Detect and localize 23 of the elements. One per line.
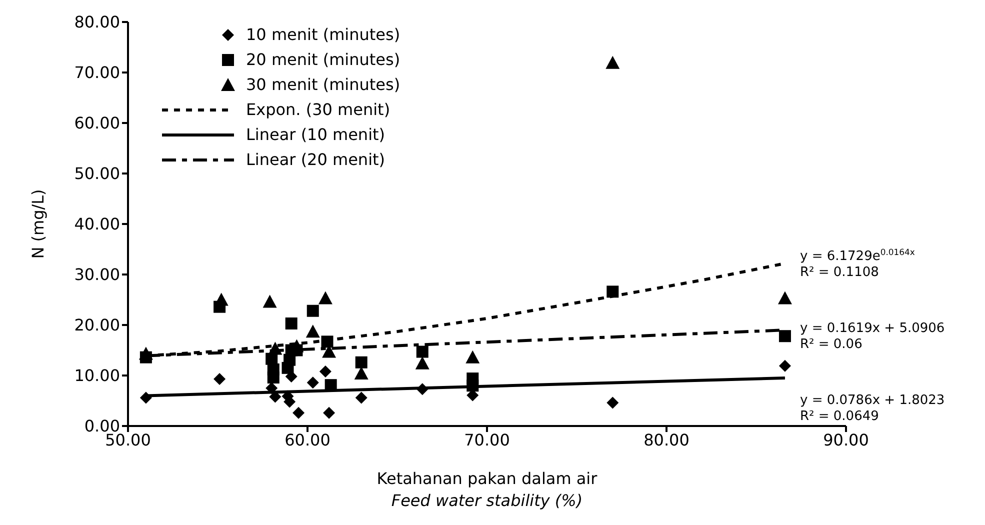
legend-label: 10 menit (minutes) bbox=[246, 24, 400, 46]
y-tick-label: 30.00 bbox=[74, 265, 120, 284]
legend-label: 20 menit (minutes) bbox=[246, 48, 400, 70]
y-tick-label: 60.00 bbox=[74, 114, 120, 133]
legend-label: 30 menit (minutes) bbox=[246, 74, 400, 96]
annotation: y = 0.1619x + 5.0906 R² = 0.06 bbox=[800, 321, 945, 352]
x-axis-title: Ketahanan pakan dalam air Feed water stability (%) bbox=[376, 469, 598, 510]
x-tick-label: 60.00 bbox=[284, 430, 330, 450]
legend-label: Expon. (30 menit) bbox=[246, 98, 390, 120]
annotation: y = 6.1729e$^{0.0164x}$ R² = 0.1108 bbox=[800, 247, 915, 280]
y-axis-title: N (mg/L) bbox=[28, 189, 48, 259]
legend-label: Linear (10 menit) bbox=[246, 124, 386, 146]
y-tick-label: 40.00 bbox=[74, 214, 120, 234]
x-tick-label: 90.00 bbox=[823, 430, 869, 450]
y-tick-label: 50.00 bbox=[74, 164, 120, 184]
legend-label: Linear (20 menit) bbox=[246, 148, 386, 170]
y-tick-label: 70.00 bbox=[74, 63, 120, 82]
y-tick-label: 80.00 bbox=[74, 12, 120, 32]
annotation: y = 0.0786x + 1.8023 R² = 0.0649 bbox=[800, 393, 945, 424]
y-tick-label: 10.00 bbox=[74, 366, 120, 386]
x-tick-label: 80.00 bbox=[644, 430, 690, 450]
y-tick-label: 20.00 bbox=[74, 316, 120, 335]
x-tick-label: 70.00 bbox=[464, 430, 510, 450]
